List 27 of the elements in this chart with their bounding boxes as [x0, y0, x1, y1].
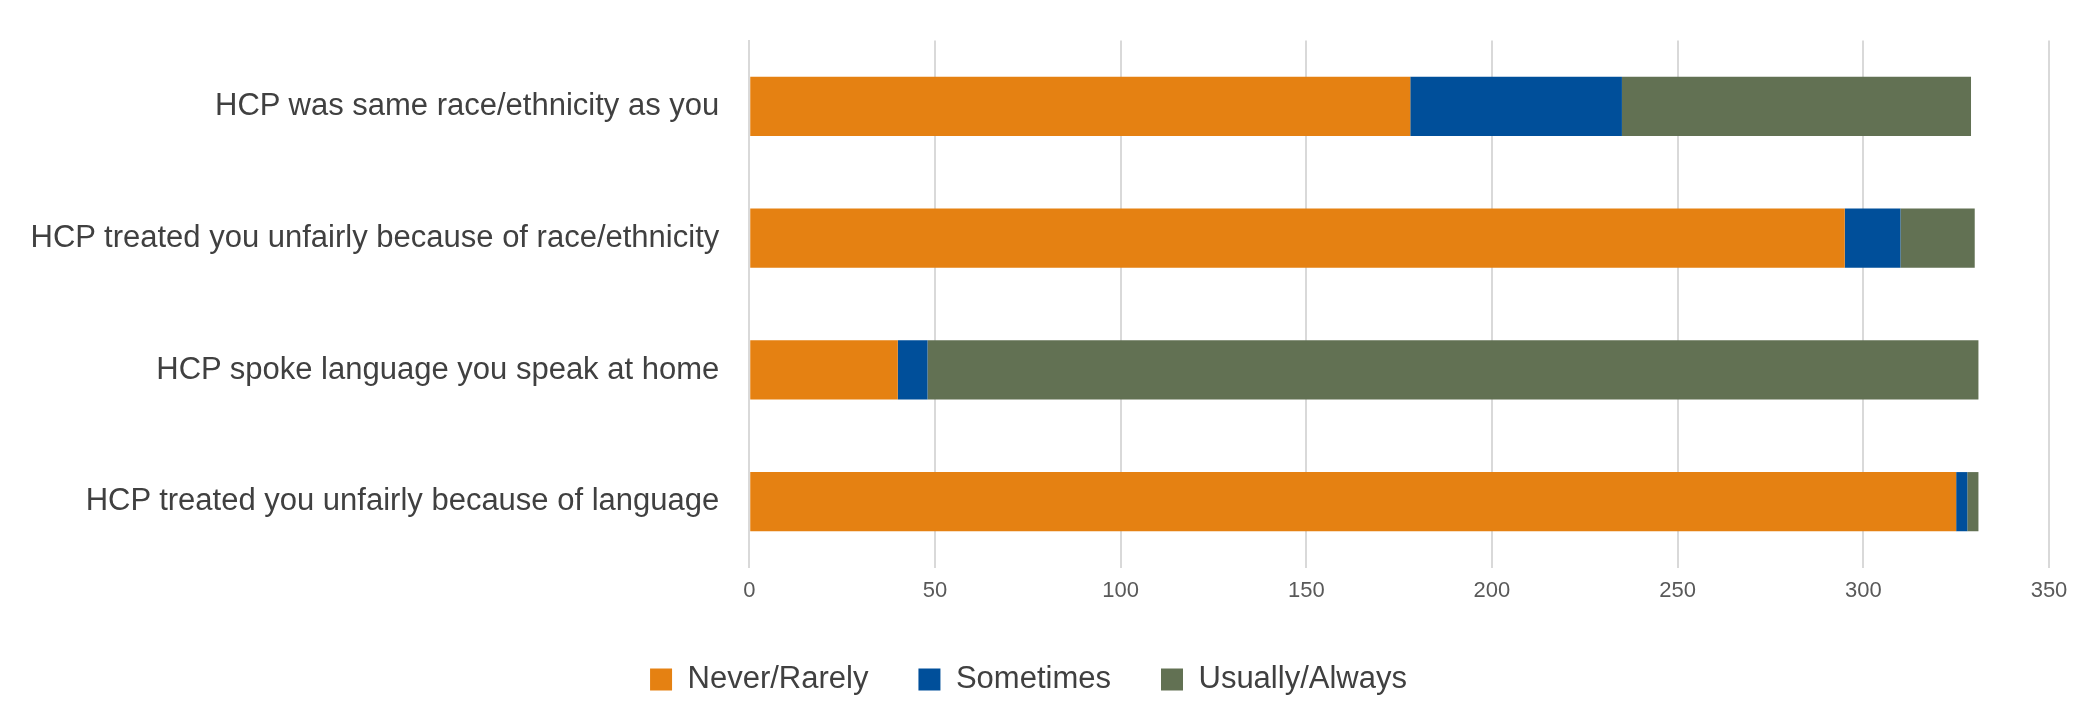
x-tick-label: 250 [1659, 576, 1696, 602]
x-tick-label: 300 [1844, 576, 1882, 602]
bar [927, 340, 1979, 400]
x-tick-label: 50 [922, 576, 948, 602]
bar [897, 340, 928, 400]
x-tick-label: 0 [743, 576, 756, 602]
bar [1410, 76, 1622, 137]
x-tick-label: 200 [1473, 576, 1511, 602]
bar [1621, 76, 1972, 137]
legend-label: Usually/Always [1198, 660, 1407, 696]
bar [1956, 472, 1968, 532]
bar [1844, 208, 1901, 268]
bar [750, 76, 1411, 137]
bar [750, 208, 1845, 268]
x-tick-label: 100 [1102, 576, 1139, 602]
bar [1967, 472, 1979, 532]
y-tick-label: HCP treated you unfairly because of language [85, 482, 720, 518]
legend-label: Sometimes [955, 660, 1111, 696]
x-tick-label: 150 [1287, 576, 1325, 602]
legend-label: Never/Rarely [687, 660, 869, 696]
bar [1900, 208, 1975, 268]
x-tick-label: 350 [2030, 576, 2068, 602]
y-tick-label: HCP was same race/ethnicity as you [215, 87, 720, 123]
bar [750, 472, 1957, 532]
y-tick-label: HCP treated you unfairly because of race/ethnicity [30, 218, 720, 254]
y-tick-label: HCP spoke language you speak at home [156, 350, 720, 386]
bar [750, 340, 898, 400]
